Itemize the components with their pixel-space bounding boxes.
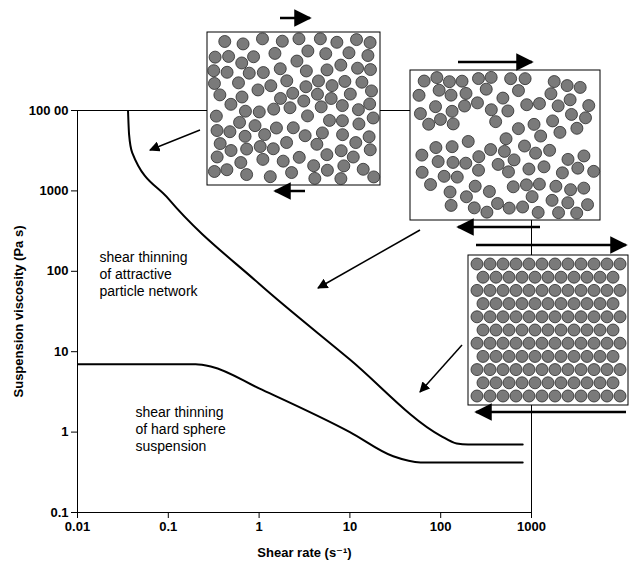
- svg-text:0.1: 0.1: [50, 505, 68, 520]
- svg-text:1: 1: [61, 424, 68, 439]
- svg-text:100: 100: [430, 519, 452, 534]
- svg-text:0.01: 0.01: [65, 519, 90, 534]
- svg-text:1000: 1000: [517, 519, 546, 534]
- svg-text:1000: 1000: [40, 183, 69, 198]
- svg-text:1: 1: [255, 519, 262, 534]
- svg-text:Shear rate (s⁻¹): Shear rate (s⁻¹): [257, 545, 351, 560]
- svg-text:shear thinningof hard spheresu: shear thinningof hard spheresuspension: [136, 404, 226, 454]
- svg-text:Suspension viscosity (Pa s): Suspension viscosity (Pa s): [11, 226, 26, 398]
- svg-text:10: 10: [54, 344, 68, 359]
- svg-text:100 00: 100 00: [29, 103, 69, 118]
- svg-text:shear thinningof attractivepar: shear thinningof attractiveparticle netw…: [100, 249, 199, 299]
- svg-text:0.1: 0.1: [159, 519, 177, 534]
- svg-text:100: 100: [47, 263, 69, 278]
- svg-text:10: 10: [343, 519, 357, 534]
